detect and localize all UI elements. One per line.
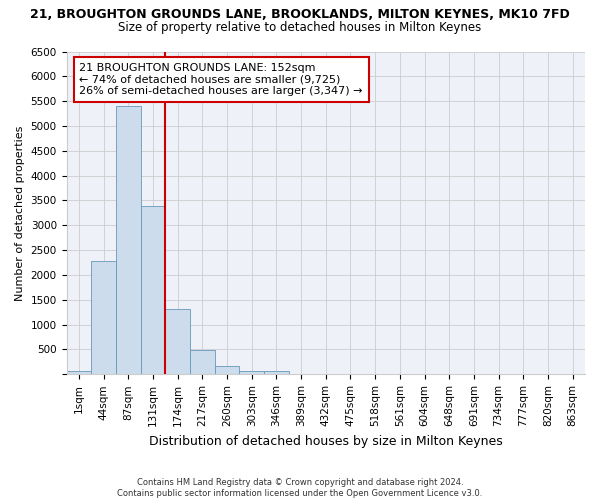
Y-axis label: Number of detached properties: Number of detached properties [15, 125, 25, 300]
Bar [91, 261, 116, 374]
Text: Contains HM Land Registry data © Crown copyright and database right 2024.
Contai: Contains HM Land Registry data © Crown c… [118, 478, 482, 498]
Bar [67, 370, 91, 374]
Text: 21 BROUGHTON GROUNDS LANE: 152sqm
← 74% of detached houses are smaller (9,725)
2: 21 BROUGHTON GROUNDS LANE: 152sqm ← 74% … [79, 63, 363, 96]
Text: Size of property relative to detached houses in Milton Keynes: Size of property relative to detached ho… [118, 21, 482, 34]
Bar [190, 350, 215, 374]
Text: 21, BROUGHTON GROUNDS LANE, BROOKLANDS, MILTON KEYNES, MK10 7FD: 21, BROUGHTON GROUNDS LANE, BROOKLANDS, … [30, 8, 570, 20]
X-axis label: Distribution of detached houses by size in Milton Keynes: Distribution of detached houses by size … [149, 434, 503, 448]
Bar [140, 206, 165, 374]
Bar [215, 366, 239, 374]
Bar [165, 310, 190, 374]
Bar [239, 370, 264, 374]
Bar [264, 372, 289, 374]
Bar [116, 106, 140, 374]
